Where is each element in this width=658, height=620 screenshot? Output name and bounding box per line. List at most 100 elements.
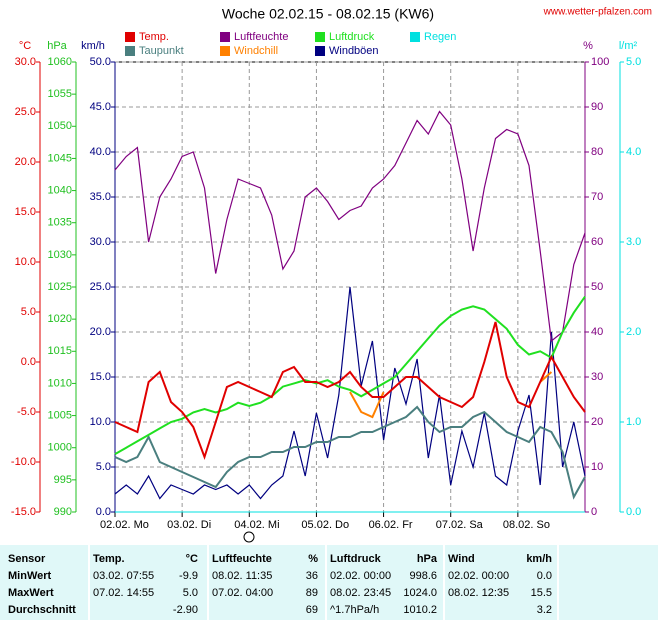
y-tick-label: 1035 — [48, 217, 72, 229]
y-tick-label: 995 — [54, 474, 72, 486]
y-tick-label: 5.0 — [626, 56, 641, 68]
y-tick-label: 1060 — [48, 56, 72, 68]
axis-unit: km/h — [81, 40, 105, 52]
y-tick-label: 5.0 — [96, 461, 111, 473]
table-cell: 08.02. 23:45 — [330, 587, 391, 599]
y-tick-label: 1050 — [48, 120, 72, 132]
y-tick-label: 1000 — [48, 442, 72, 454]
legend-label: Windböen — [329, 45, 379, 57]
table-cell: 1024.0 — [403, 587, 437, 599]
y-tick-label: 45.0 — [90, 101, 111, 113]
table-cell: 08.02. 11:35 — [212, 570, 272, 582]
y-tick-label: 1025 — [48, 281, 72, 293]
table-header: Temp. — [93, 553, 125, 565]
axis-unit: hPa — [47, 40, 67, 52]
y-tick-label: 25.0 — [90, 281, 111, 293]
table-header: Sensor — [8, 553, 46, 565]
y-tick-label: 1005 — [48, 409, 72, 421]
table-header: Wind — [448, 553, 475, 565]
x-tick-label: 03.02. Di — [167, 519, 211, 531]
table-header: Luftdruck — [330, 553, 382, 565]
legend-label: Taupunkt — [139, 45, 184, 57]
y-tick-label: 30.0 — [90, 236, 111, 248]
table-cell: 5.0 — [183, 587, 198, 599]
y-tick-label: 10 — [591, 461, 603, 473]
y-tick-label: 20.0 — [15, 156, 36, 168]
x-tick-label: 05.02. Do — [301, 519, 349, 531]
y-tick-label: 2.0 — [626, 326, 641, 338]
y-tick-label: 1045 — [48, 152, 72, 164]
y-tick-label: 70 — [591, 191, 603, 203]
y-tick-label: 10.0 — [90, 416, 111, 428]
table-header: °C — [186, 553, 198, 565]
series-line — [114, 286, 586, 500]
table-header: Luftfeuchte — [212, 553, 272, 565]
y-tick-label: 40.0 — [90, 146, 111, 158]
y-tick-label: 1055 — [48, 88, 72, 100]
table-cell: MinWert — [8, 570, 52, 582]
y-tick-label: 50 — [591, 281, 603, 293]
y-tick-label: 0.0 — [626, 506, 641, 518]
legend-label: Windchill — [234, 45, 278, 57]
table-header: km/h — [526, 553, 552, 565]
y-tick-label: 40 — [591, 326, 603, 338]
y-tick-label: 90 — [591, 101, 603, 113]
y-tick-label: 100 — [591, 56, 609, 68]
y-tick-label: 1010 — [48, 377, 72, 389]
table-cell: 08.02. 12:35 — [448, 587, 509, 599]
table-cell: 36 — [306, 570, 318, 582]
y-tick-label: 50.0 — [90, 56, 111, 68]
legend-label: Regen — [424, 31, 456, 43]
axis-unit: % — [583, 40, 593, 52]
series-line — [114, 405, 586, 500]
table-header: % — [308, 553, 318, 565]
table-cell: 89 — [306, 587, 318, 599]
y-tick-label: 0.0 — [96, 506, 111, 518]
x-tick-label: 02.02. Mo — [100, 519, 149, 531]
y-tick-label: 20 — [591, 416, 603, 428]
y-tick-label: -5.0 — [17, 406, 36, 418]
y-tick-label: 5.0 — [21, 306, 36, 318]
x-tick-label: 04.02. Mi — [234, 519, 279, 531]
legend-swatch — [220, 32, 230, 42]
y-tick-label: 35.0 — [90, 191, 111, 203]
y-tick-label: 3.0 — [626, 236, 641, 248]
series-line — [349, 371, 553, 419]
y-tick-label: 4.0 — [626, 146, 641, 158]
y-tick-label: 0 — [591, 506, 597, 518]
legend-swatch — [125, 32, 135, 42]
y-tick-label: 0.0 — [21, 356, 36, 368]
legend-swatch — [220, 46, 230, 56]
x-tick-label: 06.02. Fr — [369, 519, 413, 531]
legend-label: Luftdruck — [329, 31, 375, 43]
y-tick-label: 1015 — [48, 345, 72, 357]
table-cell: -9.9 — [179, 570, 198, 582]
table-header: hPa — [417, 553, 438, 565]
legend-swatch — [410, 32, 420, 42]
table-cell: Durchschnitt — [8, 604, 76, 616]
legend-swatch — [315, 32, 325, 42]
axis-unit: l/m² — [619, 40, 638, 52]
legend-label: Luftfeuchte — [234, 31, 288, 43]
series-line — [114, 321, 586, 461]
y-tick-label: 25.0 — [15, 106, 36, 118]
y-tick-label: 1.0 — [626, 416, 641, 428]
y-tick-label: -10.0 — [11, 456, 36, 468]
table-separators — [88, 545, 559, 620]
x-tick-label: 08.02. So — [503, 519, 550, 531]
table-cell: 07.02. 14:55 — [93, 587, 154, 599]
table-cell: 1010.2 — [403, 604, 437, 616]
y-tick-label: 990 — [54, 506, 72, 518]
y-tick-label: 30 — [591, 371, 603, 383]
table-background — [0, 545, 658, 620]
table-cell: MaxWert — [8, 587, 54, 599]
y-tick-label: 15.0 — [15, 206, 36, 218]
y-tick-label: 1040 — [48, 184, 72, 196]
y-tick-label: 60 — [591, 236, 603, 248]
y-tick-label: 1030 — [48, 249, 72, 261]
y-tick-label: -15.0 — [11, 506, 36, 518]
y-tick-label: 30.0 — [15, 56, 36, 68]
y-tick-label: 15.0 — [90, 371, 111, 383]
y-tick-label: 10.0 — [15, 256, 36, 268]
